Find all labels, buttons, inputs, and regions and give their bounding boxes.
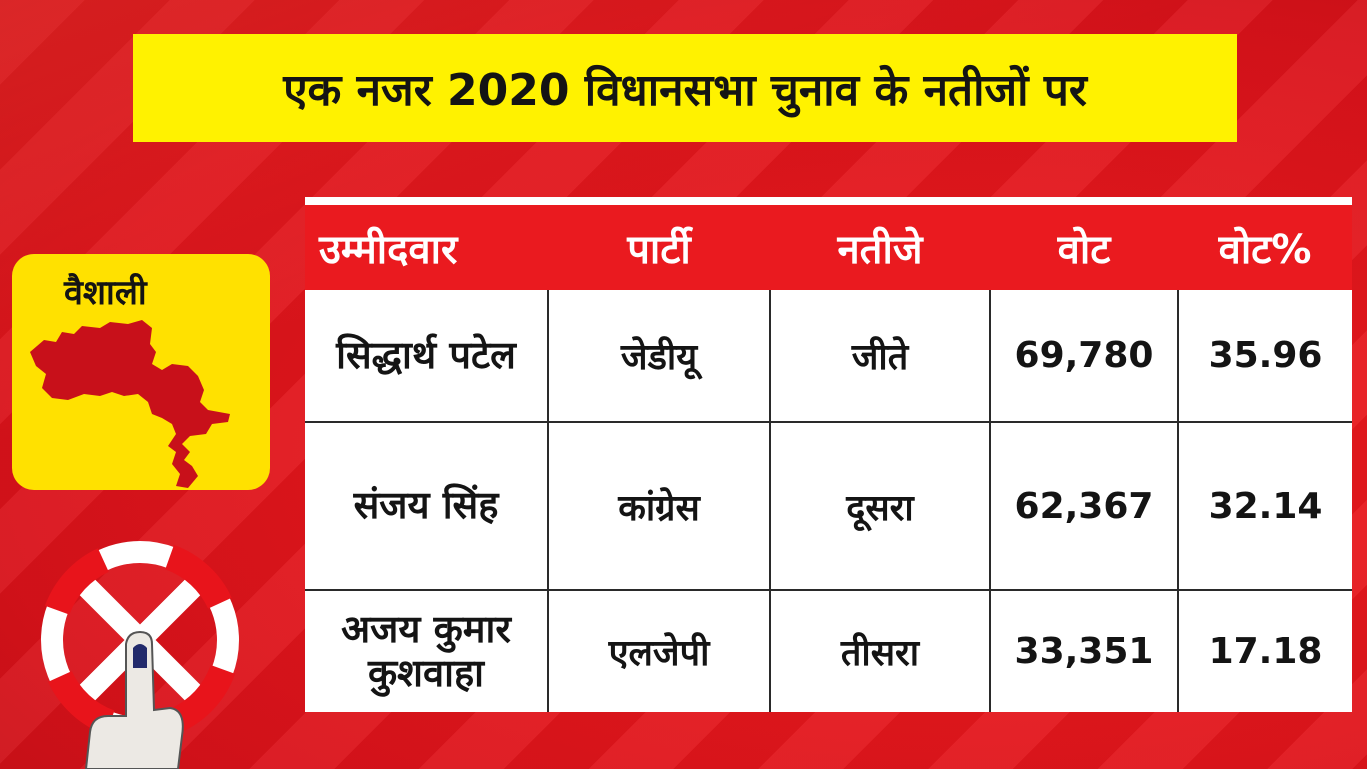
vote-pct-cell: 35.96	[1178, 290, 1352, 423]
table-header-row: उम्मीदवार पार्टी नतीजे वोट वोट%	[305, 205, 1352, 290]
candidate-cell: अजय कुमार कुशवाहा	[305, 590, 549, 712]
result-cell: दूसरा	[770, 421, 991, 592]
header-vote-pct: वोट%	[1218, 227, 1312, 273]
header-party: पार्टी	[627, 227, 691, 273]
votes-cell: 69,780	[990, 290, 1179, 423]
party-cell: कांग्रेस	[548, 421, 771, 592]
header-candidate: उम्मीदवार	[319, 227, 458, 273]
candidate-cell: सिद्धार्थ पटेल	[305, 290, 549, 423]
district-map-icon	[30, 320, 230, 488]
header-result: नतीजे	[837, 227, 923, 273]
party-cell: एलजेपी	[548, 590, 771, 712]
candidate-cell: संजय सिंह	[305, 421, 549, 592]
table-row: अजय कुमार कुशवाहा एलजेपी तीसरा 33,351 17…	[305, 590, 1352, 712]
district-name: वैशाली	[64, 273, 147, 313]
inked-finger-icon	[84, 630, 184, 769]
votes-cell: 33,351	[990, 590, 1179, 712]
title-banner: एक नजर 2020 विधानसभा चुनाव के नतीजों पर	[133, 34, 1237, 142]
vote-pct-cell: 32.14	[1178, 421, 1352, 592]
voting-symbol	[30, 539, 250, 769]
results-table: उम्मीदवार पार्टी नतीजे वोट वोट% सिद्धार्…	[305, 205, 1352, 712]
header-votes: वोट	[1057, 227, 1111, 273]
votes-cell: 62,367	[990, 421, 1179, 592]
table-row: संजय सिंह कांग्रेस दूसरा 62,367 32.14	[305, 421, 1352, 592]
vote-pct-cell: 17.18	[1208, 631, 1323, 673]
page-title: एक नजर 2020 विधानसभा चुनाव के नतीजों पर	[283, 65, 1087, 116]
party-cell: जेडीयू	[548, 290, 771, 423]
district-card: वैशाली	[12, 254, 270, 490]
results-table-container: उम्मीदवार पार्टी नतीजे वोट वोट% सिद्धार्…	[305, 197, 1352, 712]
result-cell: तीसरा	[770, 590, 991, 712]
result-cell: जीते	[770, 290, 991, 423]
table-row: सिद्धार्थ पटेल जेडीयू जीते 69,780 35.96	[305, 290, 1352, 423]
